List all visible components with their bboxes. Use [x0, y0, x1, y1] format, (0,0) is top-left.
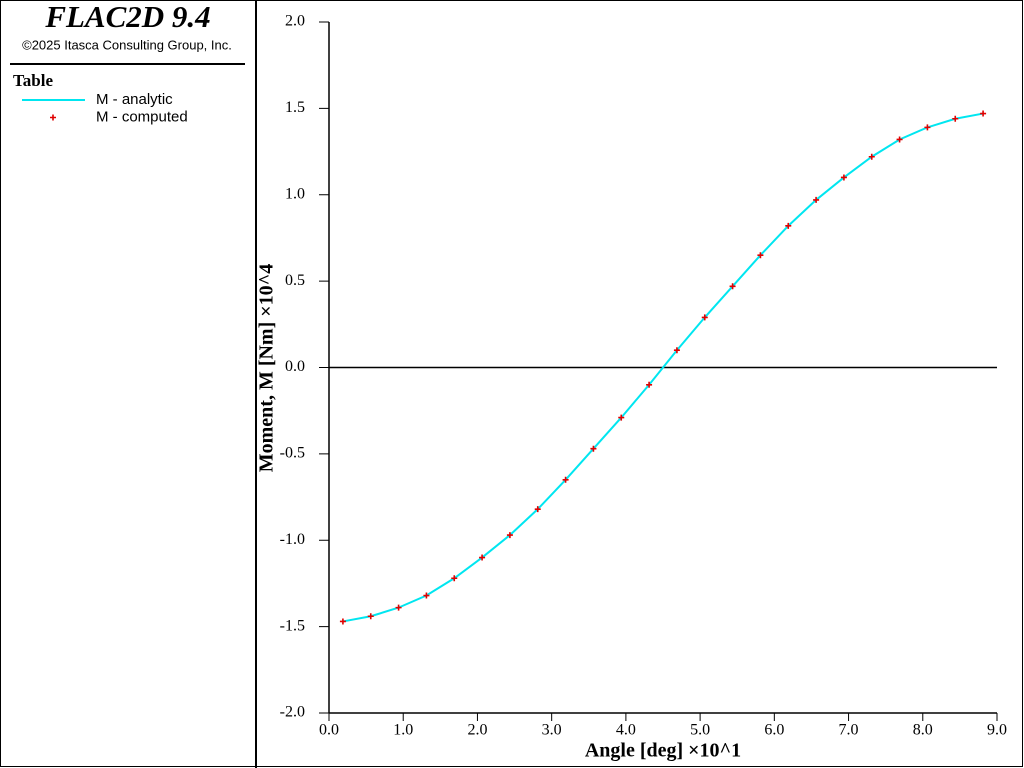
plus-marker — [395, 604, 402, 611]
plus-marker — [757, 252, 764, 259]
plus-marker — [367, 613, 374, 620]
copyright: ©2025 Itasca Consulting Group, Inc. — [22, 37, 232, 52]
x-tick-label: 3.0 — [542, 722, 562, 739]
y-tick-label: -1.5 — [280, 617, 305, 634]
y-tick-label: -1.0 — [280, 531, 305, 548]
x-tick-label: 8.0 — [913, 722, 933, 739]
x-tick-label: 1.0 — [393, 722, 413, 739]
x-tick-label: 4.0 — [616, 722, 636, 739]
plus-marker — [785, 222, 792, 229]
x-tick-label: 0.0 — [319, 722, 339, 739]
plus-marker — [479, 554, 486, 561]
x-axis-label: Angle [deg] ×10^1 — [585, 740, 741, 762]
plus-marker — [339, 618, 346, 625]
legend-label: M - analytic — [96, 91, 173, 108]
legend-title: Table — [13, 71, 53, 90]
y-tick-label: -2.0 — [280, 704, 305, 721]
plus-marker — [506, 532, 513, 539]
x-tick-label: 2.0 — [467, 722, 487, 739]
plus-marker — [50, 114, 56, 121]
plus-marker — [952, 115, 959, 122]
app-title: FLAC2D 9.4 — [44, 0, 210, 34]
y-axis-label: Moment, M [Nm] ×10^4 — [256, 264, 278, 473]
plus-marker — [729, 283, 736, 290]
x-tick-label: 9.0 — [987, 722, 1007, 739]
x-tick-label: 5.0 — [690, 722, 710, 739]
plus-marker — [813, 196, 820, 203]
y-tick-label: 0.5 — [285, 272, 305, 289]
plus-marker — [590, 445, 597, 452]
y-tick-label: 1.5 — [285, 99, 305, 116]
plus-marker — [451, 575, 458, 582]
x-tick-label: 6.0 — [764, 722, 784, 739]
plus-marker — [562, 476, 569, 483]
plus-marker — [534, 506, 541, 513]
plus-marker — [896, 136, 903, 143]
plus-marker — [980, 110, 987, 117]
y-tick-label: -0.5 — [280, 445, 305, 462]
x-tick-label: 7.0 — [839, 722, 859, 739]
y-tick-label: 1.0 — [285, 185, 305, 202]
plus-marker — [423, 592, 430, 599]
plus-marker — [673, 347, 680, 354]
plus-marker — [618, 414, 625, 421]
plus-marker — [868, 153, 875, 160]
y-tick-label: 2.0 — [285, 13, 305, 30]
plus-marker — [701, 314, 708, 321]
y-tick-label: 0.0 — [285, 358, 305, 375]
plus-marker — [646, 381, 653, 388]
analytic-line — [342, 112, 984, 623]
plus-marker — [924, 124, 931, 131]
legend-label: M - computed — [96, 108, 188, 125]
plus-marker — [840, 174, 847, 181]
